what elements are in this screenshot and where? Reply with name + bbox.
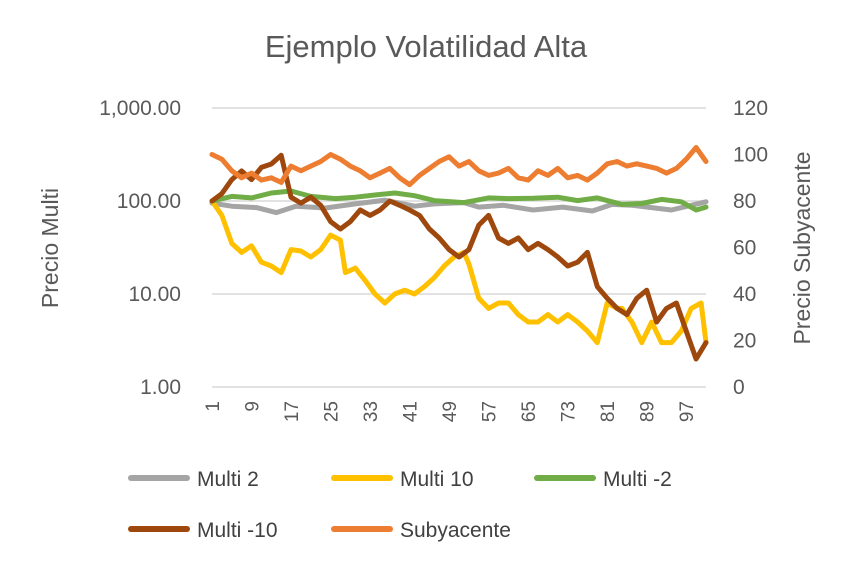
x-tick-label: 17	[282, 401, 303, 422]
legend-label-multi-2: Multi 2	[197, 468, 259, 491]
legend-label-multi-10: Multi 10	[400, 468, 474, 491]
x-axis-ticks: 1 9 17 25 33 41 49 57 65 73 81 89 97	[203, 401, 698, 422]
y2-tick-label: 40	[733, 283, 756, 306]
x-tick-label: 81	[598, 401, 619, 422]
series-line-multi-2	[209, 197, 709, 216]
y2-axis-ticks: 0 20 40 60 80 100 120	[733, 97, 768, 399]
x-tick-label: 9	[243, 401, 264, 412]
x-tick-label: 49	[440, 401, 461, 422]
legend-label-multi-2: Multi -2	[603, 468, 672, 491]
x-tick-label: 25	[322, 401, 343, 422]
legend-label-multi-10: Multi -10	[197, 519, 278, 542]
x-tick-label: 1	[203, 401, 224, 412]
x-tick-label: 57	[480, 401, 501, 422]
x-tick-label: 65	[519, 401, 540, 422]
y-axis-label: Precio Multi	[37, 188, 63, 308]
x-tick-label: 97	[677, 401, 698, 422]
grid-layer	[212, 107, 706, 388]
y2-tick-label: 80	[733, 190, 756, 213]
y-tick-label: 100.00	[117, 190, 181, 213]
y2-tick-label: 120	[733, 97, 768, 120]
y2-tick-label: 100	[733, 144, 768, 167]
y2-tick-label: 60	[733, 237, 756, 260]
series-line-multi-10	[209, 198, 709, 346]
y2-tick-label: 20	[733, 330, 756, 353]
x-tick-label: 33	[361, 401, 382, 422]
y2-tick-label: 0	[733, 376, 745, 399]
series-line-subyacente	[209, 145, 709, 188]
chart-title: Ejemplo Volatilidad Alta	[265, 29, 588, 64]
series-layer	[209, 145, 709, 362]
y-tick-label: 10.00	[128, 283, 181, 306]
y-tick-label: 1.00	[140, 376, 181, 399]
x-tick-label: 89	[638, 401, 659, 422]
x-tick-label: 73	[559, 401, 580, 422]
y-tick-label: 1,000.00	[99, 97, 181, 120]
legend-label-subyacente: Subyacente	[400, 519, 511, 542]
y-axis-ticks: 1.00 10.00 100.00 1,000.00	[99, 97, 181, 399]
legend: Multi 2 Multi 10 Multi -2 Multi -10 Subyacen…	[128, 468, 672, 542]
x-tick-label: 41	[401, 401, 422, 422]
series-line-multi-10	[209, 152, 709, 362]
y2-axis-label: Precio Subyacente	[789, 151, 815, 344]
